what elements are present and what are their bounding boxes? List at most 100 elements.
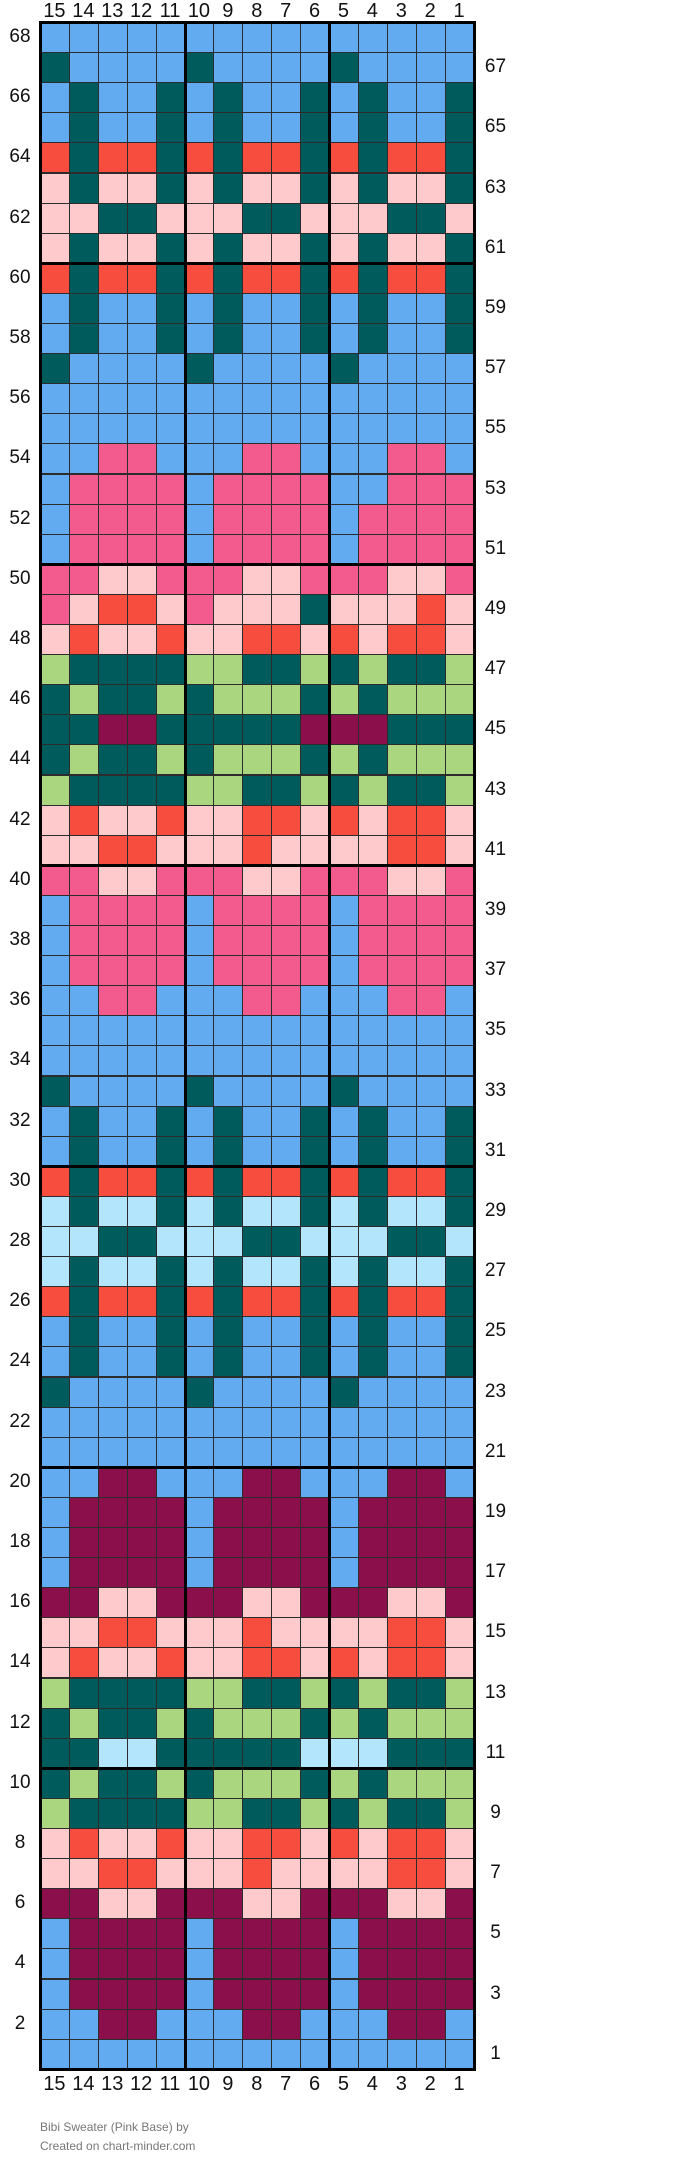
stitch-cell [213, 1527, 244, 1559]
stitch-cell [184, 1918, 215, 1950]
stitch-cell [126, 1015, 157, 1047]
stitch-cell [97, 473, 128, 505]
stitch-cell [184, 1858, 215, 1890]
stitch-cell [415, 1466, 446, 1498]
stitch-cell [126, 1978, 157, 2010]
stitch-cell [97, 894, 128, 926]
row-number: 51 [484, 537, 507, 559]
stitch-cell [68, 1888, 99, 1920]
stitch-cell [213, 563, 244, 595]
stitch-cell [386, 563, 417, 595]
stitch-cell [184, 1075, 215, 1107]
stitch-cell [242, 2038, 273, 2070]
stitch-cell [357, 22, 388, 54]
stitch-cell [68, 262, 99, 294]
stitch-cell [126, 1256, 157, 1288]
stitch-cell [300, 1527, 330, 1559]
stitch-cell [126, 1045, 157, 1077]
stitch-cell [329, 1466, 359, 1498]
stitch-cell [40, 1737, 70, 1769]
stitch-cell [242, 1226, 273, 1258]
stitch-cell [40, 353, 70, 385]
row-number: 22 [9, 1410, 31, 1432]
stitch-cell [357, 1677, 388, 1709]
stitch-cell [97, 142, 128, 174]
stitch-cell [242, 1587, 273, 1619]
stitch-cell [97, 955, 128, 987]
stitch-cell [97, 52, 128, 84]
stitch-cell [271, 714, 302, 746]
stitch-cell [300, 172, 330, 204]
stitch-cell [184, 52, 215, 84]
stitch-cell [184, 1737, 215, 1769]
stitch-cell [126, 1496, 157, 1528]
stitch-cell [386, 985, 417, 1017]
stitch-cell [444, 563, 475, 595]
stitch-cell [155, 1406, 186, 1438]
stitch-cell [40, 1316, 70, 1348]
stitch-cell [271, 1677, 302, 1709]
stitch-cell [242, 1045, 273, 1077]
stitch-cell [444, 1015, 475, 1047]
row-number: 38 [9, 929, 31, 951]
stitch-cell [271, 1165, 302, 1197]
stitch-cell [444, 292, 475, 324]
stitch-cell [40, 1828, 70, 1860]
stitch-cell [126, 142, 157, 174]
stitch-cell [300, 202, 330, 234]
stitch-cell [155, 1165, 186, 1197]
stitch-cell [357, 2038, 388, 2070]
stitch-cell [386, 624, 417, 656]
stitch-cell [40, 323, 70, 355]
stitch-cell [213, 1647, 244, 1679]
stitch-cell [97, 1888, 128, 1920]
row-number: 48 [9, 628, 31, 650]
stitch-cell [242, 563, 273, 595]
stitch-cell [329, 834, 359, 866]
stitch-cell [415, 1165, 446, 1197]
stitch-cell [68, 22, 99, 54]
stitch-cell [97, 1316, 128, 1348]
stitch-cell [126, 1737, 157, 1769]
stitch-cell [97, 593, 128, 625]
stitch-cell [329, 262, 359, 294]
row-number: 12 [9, 1711, 31, 1733]
major-row-line [39, 21, 476, 24]
stitch-cell [184, 1677, 215, 1709]
stitch-cell [155, 654, 186, 686]
stitch-cell [40, 1406, 70, 1438]
stitch-cell [213, 323, 244, 355]
stitch-cell [126, 232, 157, 264]
stitch-cell [242, 714, 273, 746]
stitch-cell [300, 1707, 330, 1739]
stitch-cell [213, 473, 244, 505]
stitch-cell [126, 593, 157, 625]
row-number: 52 [9, 507, 31, 529]
stitch-cell [415, 1376, 446, 1408]
stitch-cell [68, 1948, 99, 1980]
column-number-bottom: 15 [43, 2072, 66, 2095]
stitch-cell [242, 142, 273, 174]
stitch-cell [300, 2038, 330, 2070]
stitch-cell [386, 1587, 417, 1619]
stitch-cell [40, 2008, 70, 2040]
column-number-top: 10 [187, 0, 211, 22]
row-number: 63 [484, 176, 507, 198]
stitch-cell [357, 1918, 388, 1950]
column-number-bottom: 13 [101, 2072, 124, 2095]
major-row-line [39, 2067, 476, 2071]
stitch-cell [40, 1135, 70, 1167]
stitch-cell [97, 1226, 128, 1258]
row-number: 49 [484, 597, 507, 619]
stitch-cell [444, 864, 475, 896]
stitch-cell [242, 1557, 273, 1589]
stitch-cell [155, 1466, 186, 1498]
stitch-cell [444, 533, 475, 565]
stitch-cell [444, 1527, 475, 1559]
stitch-cell [40, 1888, 70, 1920]
stitch-cell [213, 413, 244, 445]
stitch-cell [444, 82, 475, 114]
stitch-cell [271, 232, 302, 264]
site-link[interactable]: chart-minder.com [102, 2139, 196, 2153]
stitch-cell [386, 292, 417, 324]
